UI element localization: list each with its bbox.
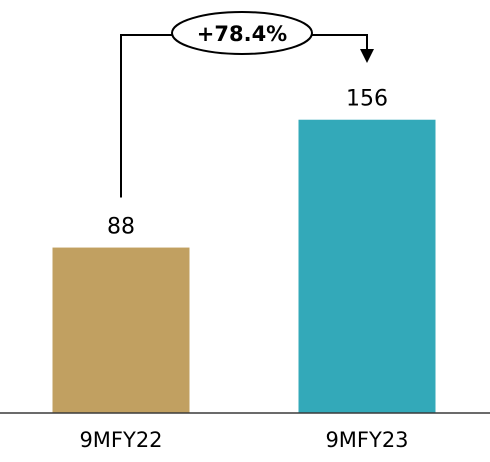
data-label-9mfy23: 156 [346,87,388,112]
data-label-9mfy22: 88 [107,215,135,240]
bar-9mfy22 [52,247,190,413]
growth-annotation: +78.4% [120,11,374,198]
growth-pill [171,11,313,55]
arrow-down-icon [360,49,374,63]
growth-percentage-label: +78.4% [197,22,287,46]
bar-9mfy23 [298,119,436,413]
x-tick-labels: 9MFY22 9MFY23 [79,428,408,452]
x-tick-9mfy22: 9MFY22 [79,428,162,452]
data-labels: 88 156 [107,87,388,240]
x-tick-9mfy23: 9MFY23 [325,428,408,452]
bars-layer [52,119,436,413]
